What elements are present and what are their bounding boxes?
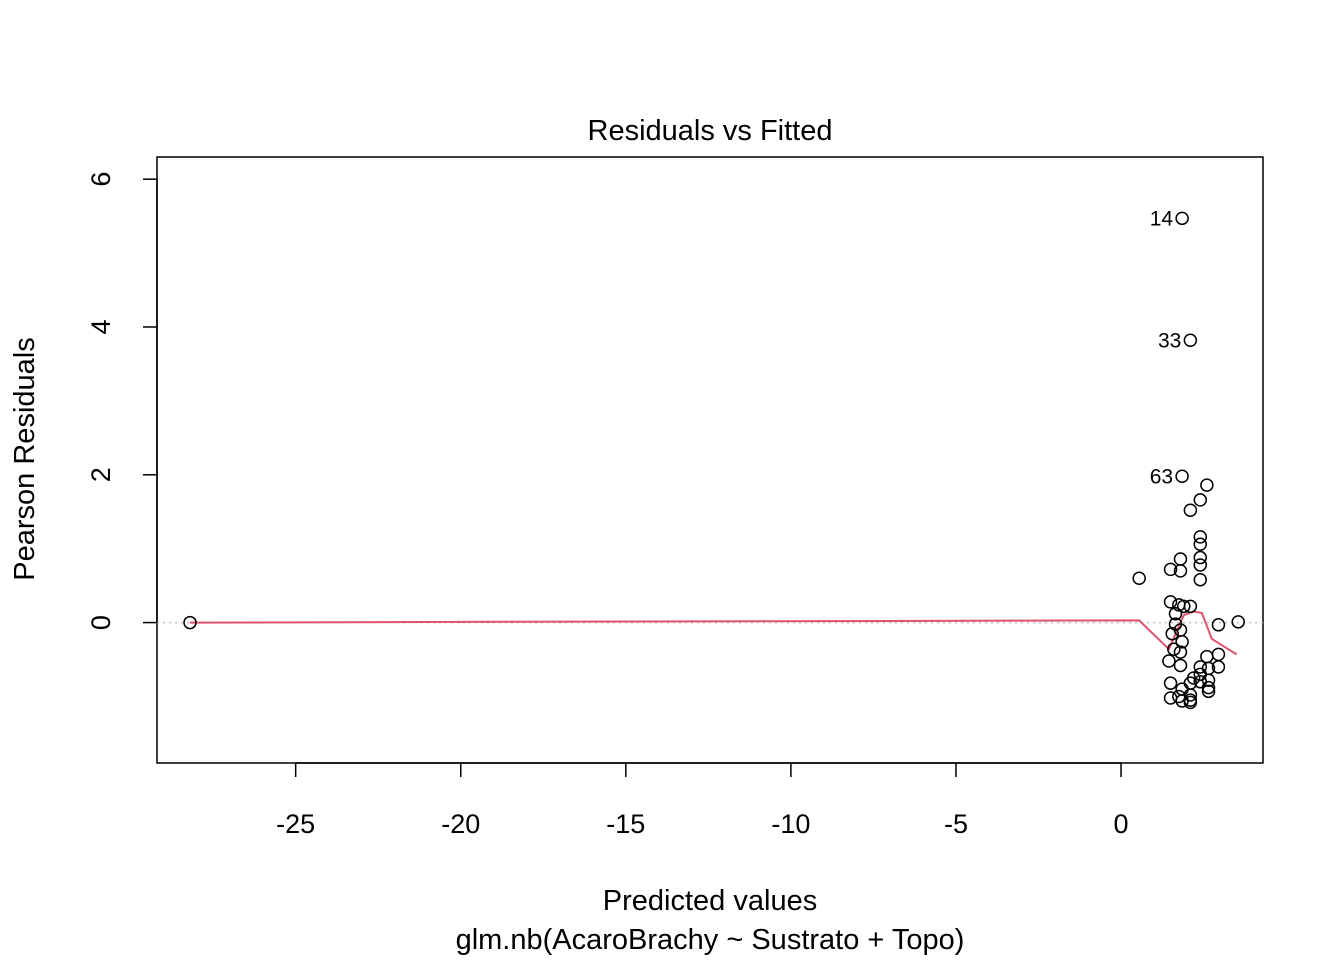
data-point <box>1193 572 1208 587</box>
data-point <box>1175 211 1189 226</box>
x-tick-label: -10 <box>771 809 810 839</box>
chart-title: Residuals vs Fitted <box>588 115 833 147</box>
smooth-line <box>189 610 1238 656</box>
data-point <box>1193 660 1208 674</box>
y-axis: 0 2 4 6 <box>86 172 158 630</box>
y-tick-label: 0 <box>86 615 116 630</box>
data-point <box>1201 673 1216 687</box>
y-tick-label: 2 <box>86 467 116 482</box>
data-point <box>1200 478 1214 492</box>
data-point <box>1183 599 1198 614</box>
x-tick-label: -5 <box>944 809 968 839</box>
data-point <box>1183 333 1198 348</box>
data-point <box>1173 552 1188 566</box>
y-tick-label: 6 <box>86 172 116 187</box>
point-label: 14 <box>1150 207 1174 230</box>
data-point <box>1201 684 1216 699</box>
data-point <box>1175 469 1189 484</box>
x-tick-label: -20 <box>441 809 480 839</box>
data-point <box>1183 695 1198 710</box>
data-point <box>1193 530 1208 544</box>
data-point <box>1211 618 1226 632</box>
data-point <box>1175 635 1189 649</box>
plot-frame <box>156 156 1264 764</box>
data-point <box>1175 682 1189 696</box>
x-tick-label: -15 <box>606 809 645 839</box>
chart-subtitle: glm.nb(AcaroBrachy ~ Sustrato + Topo) <box>456 924 965 956</box>
data-point <box>1165 626 1179 641</box>
data-point <box>1132 571 1146 585</box>
y-axis-title: Pearson Residuals <box>9 337 41 580</box>
x-axis-title: Predicted values <box>603 885 817 917</box>
point-label: 63 <box>1150 465 1173 488</box>
plot-area <box>156 156 1264 764</box>
data-point <box>1193 558 1208 572</box>
data-point <box>1231 615 1245 629</box>
data-point <box>1175 694 1189 708</box>
point-labels-group: 14 33 63 <box>1150 207 1182 488</box>
x-tick-label: 0 <box>1114 809 1129 839</box>
y-tick-label: 4 <box>86 319 116 334</box>
points-group <box>183 211 1245 710</box>
data-point <box>1177 599 1191 614</box>
data-point <box>1201 680 1216 695</box>
data-point <box>1211 660 1226 674</box>
data-point <box>1173 658 1188 673</box>
data-point <box>1183 503 1198 518</box>
data-point <box>1173 645 1188 659</box>
data-point <box>1163 691 1178 705</box>
data-point <box>1163 595 1178 609</box>
data-point <box>1193 493 1208 507</box>
point-label: 33 <box>1158 329 1181 352</box>
x-tick-label: -25 <box>276 809 315 839</box>
data-point <box>1193 550 1208 565</box>
smooth-line-group <box>189 610 1238 656</box>
data-point <box>1162 654 1176 668</box>
data-point <box>1173 564 1188 578</box>
x-axis: -25 -20 -15 -10 -5 0 <box>276 762 1129 839</box>
data-point <box>1163 676 1178 690</box>
data-point <box>1193 537 1208 551</box>
data-point <box>1211 647 1226 662</box>
data-point <box>1167 642 1181 656</box>
data-point <box>1168 606 1183 621</box>
data-point <box>1163 562 1178 577</box>
data-point <box>183 615 197 630</box>
